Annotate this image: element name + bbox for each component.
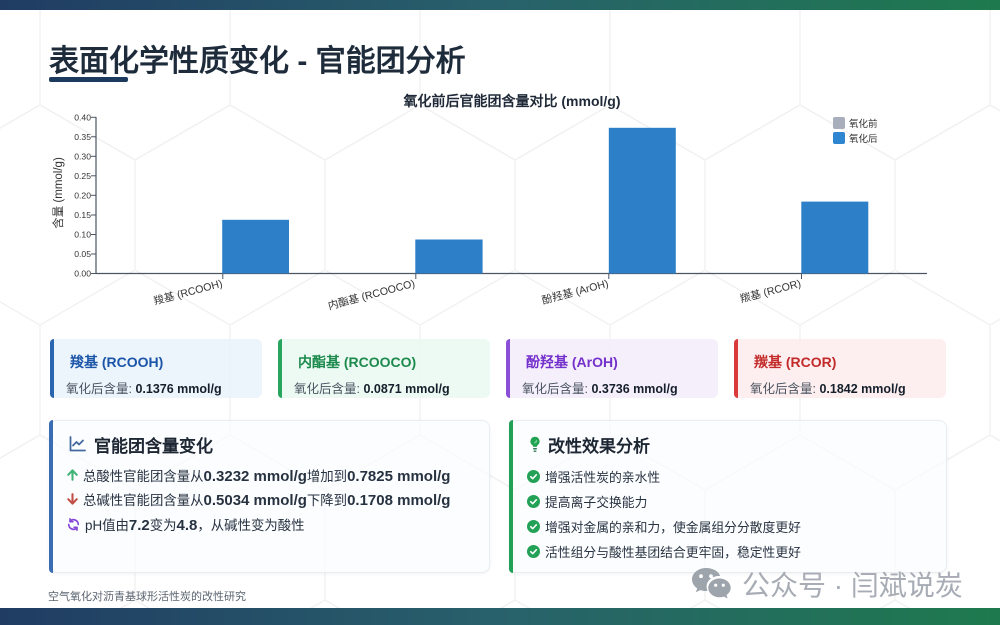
svg-text:0.05: 0.05 (74, 249, 91, 259)
svg-text:0.00: 0.00 (74, 269, 91, 279)
svg-text:氧化前后官能团含量对比 (mmol/g): 氧化前后官能团含量对比 (mmol/g) (403, 93, 621, 109)
svg-text:内酯基 (RCOOCO): 内酯基 (RCOOCO) (327, 277, 417, 313)
svg-text:含量 (mmol/g): 含量 (mmol/g) (51, 157, 65, 229)
svg-text:羰基 (RCOR): 羰基 (RCOR) (739, 277, 803, 306)
svg-text:0.15: 0.15 (74, 210, 91, 220)
svg-text:0.25: 0.25 (74, 171, 91, 181)
svg-text:0.10: 0.10 (74, 230, 91, 240)
svg-text:酚羟基 (ArOH): 酚羟基 (ArOH) (540, 277, 609, 307)
svg-text:氧化后: 氧化后 (849, 133, 878, 145)
svg-text:0.35: 0.35 (74, 132, 91, 142)
svg-text:0.20: 0.20 (74, 190, 91, 200)
svg-text:0.30: 0.30 (74, 151, 91, 161)
svg-text:0.40: 0.40 (74, 112, 91, 122)
svg-text:羧基 (RCOOH): 羧基 (RCOOH) (152, 277, 224, 308)
svg-text:氧化前: 氧化前 (849, 118, 878, 130)
